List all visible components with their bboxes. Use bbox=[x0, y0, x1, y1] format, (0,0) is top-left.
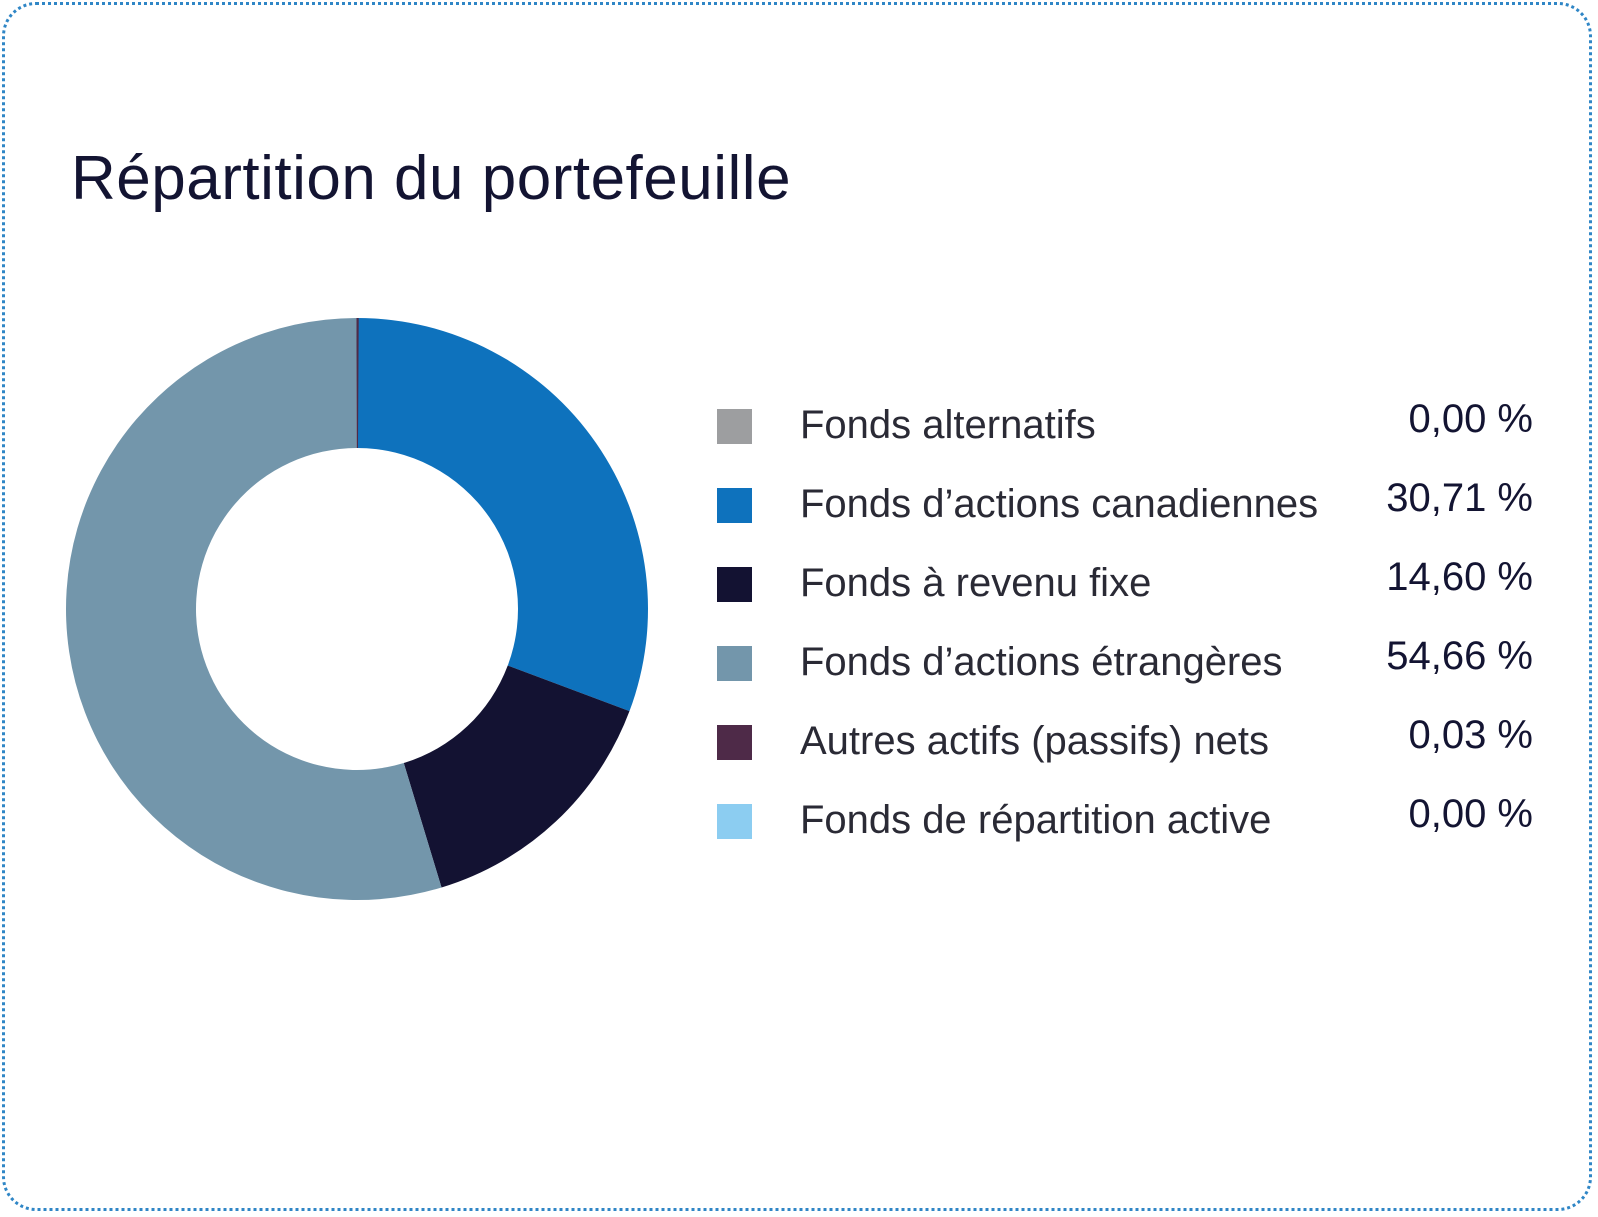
legend-value: 0,00 % bbox=[1408, 792, 1533, 836]
legend-swatch bbox=[717, 409, 752, 444]
legend-value: 30,71 % bbox=[1386, 476, 1533, 520]
legend-swatch bbox=[717, 567, 752, 602]
legend-label: Fonds d’actions étrangères bbox=[800, 640, 1283, 684]
legend-label: Autres actifs (passifs) nets bbox=[800, 719, 1270, 763]
legend-label: Fonds à revenu fixe bbox=[800, 561, 1152, 605]
legend-label: Fonds de répartition active bbox=[800, 798, 1272, 842]
chart-legend: Fonds alternatifs 0,00 % Fonds d’actions… bbox=[717, 397, 1533, 871]
legend-item: Fonds d’actions étrangères 54,66 % bbox=[717, 634, 1533, 713]
legend-item: Fonds de répartition active 0,00 % bbox=[717, 792, 1533, 871]
legend-label: Fonds d’actions canadiennes bbox=[800, 482, 1319, 526]
legend-swatch bbox=[717, 646, 752, 681]
legend-item: Autres actifs (passifs) nets 0,03 % bbox=[717, 713, 1533, 792]
donut-slice bbox=[403, 665, 630, 888]
legend-swatch bbox=[717, 725, 752, 760]
donut-slice bbox=[65, 318, 442, 901]
legend-swatch bbox=[717, 488, 752, 523]
legend-swatch bbox=[717, 804, 752, 839]
legend-value: 0,00 % bbox=[1408, 397, 1533, 441]
legend-item: Fonds alternatifs 0,00 % bbox=[717, 397, 1533, 476]
donut-chart bbox=[65, 318, 648, 901]
chart-title: Répartition du portefeuille bbox=[71, 144, 792, 213]
legend-value: 0,03 % bbox=[1408, 713, 1533, 757]
legend-value: 14,60 % bbox=[1386, 555, 1533, 599]
donut-slice bbox=[357, 318, 648, 712]
legend-item: Fonds à revenu fixe 14,60 % bbox=[717, 555, 1533, 634]
legend-label: Fonds alternatifs bbox=[800, 403, 1096, 447]
donut-slice bbox=[356, 318, 359, 449]
legend-item: Fonds d’actions canadiennes 30,71 % bbox=[717, 476, 1533, 555]
legend-value: 54,66 % bbox=[1386, 634, 1533, 678]
